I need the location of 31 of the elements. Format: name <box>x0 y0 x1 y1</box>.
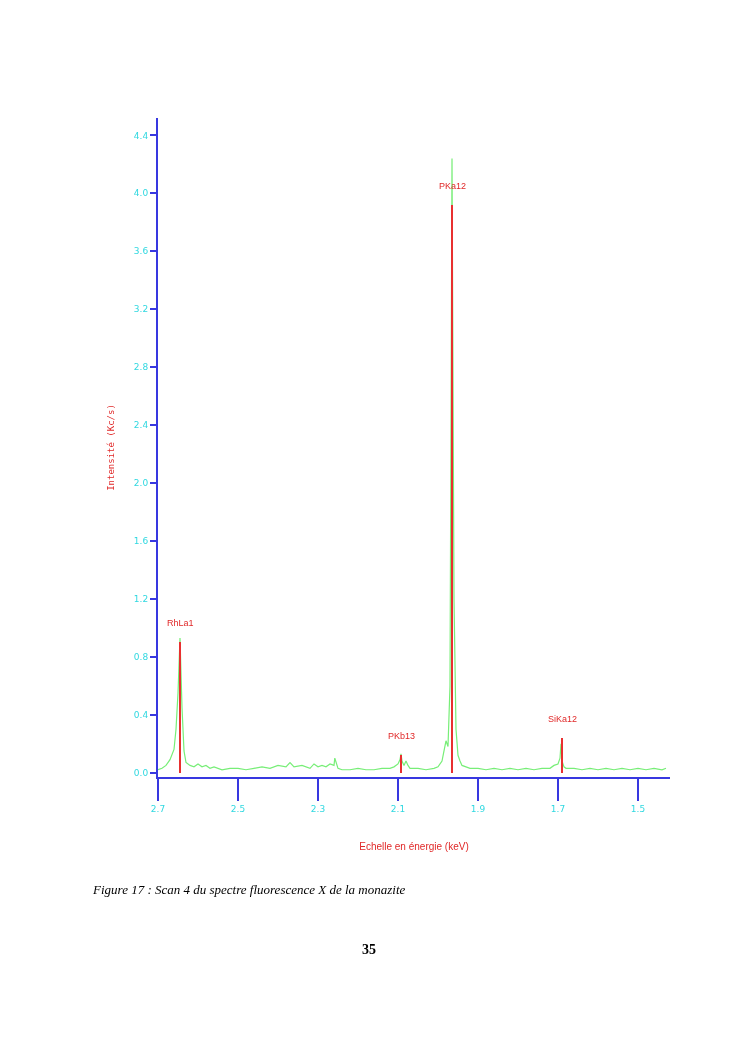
annotation: PKb13 <box>388 731 416 741</box>
bar <box>451 205 453 773</box>
y-tick-label: 3.2 <box>133 304 149 315</box>
annotation: PKa12 <box>439 181 467 191</box>
bar <box>179 642 181 773</box>
x-axis-title: Echelle en énergie (keV) <box>359 840 469 852</box>
bar <box>400 755 402 773</box>
x-tick-label: 1.5 <box>630 803 646 814</box>
y-axis-title: Intensité (Kc/s) <box>105 404 116 491</box>
y-tick-label: 2.4 <box>133 420 149 431</box>
y-tick-label: 1.2 <box>133 594 149 604</box>
y-tick-label: 0.0 <box>133 767 149 778</box>
bar <box>561 738 563 773</box>
y-tick-label: 2.8 <box>133 362 149 373</box>
x-tick-label: 2.3 <box>310 803 326 814</box>
annotation: RhLa1 <box>167 618 194 628</box>
y-tick-label: 0.8 <box>133 651 149 662</box>
y-tick-label: 4.4 <box>133 130 149 141</box>
caption: Figure 17 : Scan 4 du spectre fluorescence X de la monazite <box>92 882 406 897</box>
y-tick-label: 3.6 <box>133 246 149 257</box>
x-tick-label: 2.1 <box>390 803 406 814</box>
y-tick-label: 0.4 <box>133 709 149 720</box>
y-tick-label: 1.6 <box>133 536 149 547</box>
y-tick-label: 4.0 <box>133 188 149 199</box>
x-tick-label: 1.9 <box>470 803 486 814</box>
x-tick-label: 2.7 <box>150 803 166 814</box>
text: 35 <box>362 942 376 957</box>
annotation: SiKa12 <box>548 714 578 724</box>
y-tick-label: 2.0 <box>133 478 149 489</box>
x-tick-label: 1.7 <box>550 803 566 814</box>
x-tick-label: 2.5 <box>230 803 246 814</box>
